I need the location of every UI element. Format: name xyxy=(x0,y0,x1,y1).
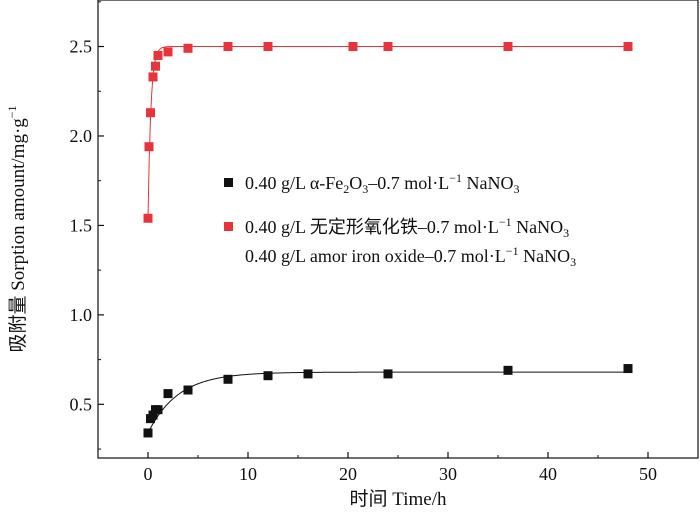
axis-ticks xyxy=(98,1,649,458)
data-point-series-1 xyxy=(223,374,233,384)
x-tick-label: 20 xyxy=(339,464,357,484)
data-point-series-2 xyxy=(144,142,154,152)
y-tick-label: 1.0 xyxy=(70,305,93,325)
y-tick-label: 2.0 xyxy=(70,126,93,146)
data-points xyxy=(143,42,633,438)
data-point-series-2 xyxy=(151,61,160,71)
x-tick-label: 40 xyxy=(539,464,557,484)
data-point-series-1 xyxy=(153,405,163,415)
data-point-series-2 xyxy=(623,42,633,52)
x-tick-label: 30 xyxy=(439,464,457,484)
legend-marker-series-1 xyxy=(224,178,233,187)
legend-label-series-2-english: 0.40 g/L amor iron oxide–0.7 mol·L−1 NaN… xyxy=(245,244,576,269)
y-tick-labels: 0.5 1.0 1.5 2.0 2.5 xyxy=(70,37,93,415)
legend-label-series-1: 0.40 g/L α-Fe2O3–0.7 mol·L−1 NaNO3 xyxy=(245,171,520,196)
data-point-series-2 xyxy=(503,42,513,52)
y-tick-label: 0.5 xyxy=(70,394,93,414)
legend-marker-series-2 xyxy=(224,222,233,231)
data-point-series-2 xyxy=(143,213,153,223)
data-point-series-2 xyxy=(163,47,173,57)
data-point-series-1 xyxy=(503,365,513,375)
y-tick-label: 2.5 xyxy=(70,37,93,57)
legend: 0.40 g/L α-Fe2O3–0.7 mol·L−1 NaNO3 0.40 … xyxy=(224,171,576,269)
data-point-series-1 xyxy=(263,371,273,381)
data-point-series-1 xyxy=(148,410,158,420)
x-axis-title: 时间 Time/h xyxy=(350,488,447,510)
data-point-series-2 xyxy=(153,50,163,60)
data-point-series-1 xyxy=(383,369,393,379)
data-point-series-1 xyxy=(183,385,193,395)
x-tick-label: 0 xyxy=(144,464,153,484)
legend-label-series-2: 0.40 g/L 无定形氧化铁–0.7 mol·L−1 NaNO3 xyxy=(245,215,569,240)
data-point-series-2 xyxy=(183,43,193,53)
data-point-series-2 xyxy=(348,42,358,52)
data-point-series-2 xyxy=(223,42,233,52)
data-point-series-1 xyxy=(163,389,173,399)
data-point-series-1 xyxy=(143,428,153,438)
data-point-series-2 xyxy=(148,72,158,82)
data-point-series-2 xyxy=(146,108,155,118)
x-tick-labels: 0 10 20 30 40 50 xyxy=(144,464,658,484)
data-point-series-1 xyxy=(303,369,313,379)
x-tick-label: 50 xyxy=(639,464,657,484)
fit-curve-series-1 xyxy=(147,371,628,434)
x-tick-label: 10 xyxy=(239,464,257,484)
data-point-series-2 xyxy=(383,42,393,52)
data-point-series-2 xyxy=(263,42,273,52)
y-axis-title: 吸附量 Sorption amount/mg·g−1 xyxy=(5,105,29,352)
y-tick-label: 1.5 xyxy=(70,215,93,235)
data-point-series-1 xyxy=(623,364,633,374)
y-axis-title-group: 吸附量 Sorption amount/mg·g−1 xyxy=(5,105,29,352)
